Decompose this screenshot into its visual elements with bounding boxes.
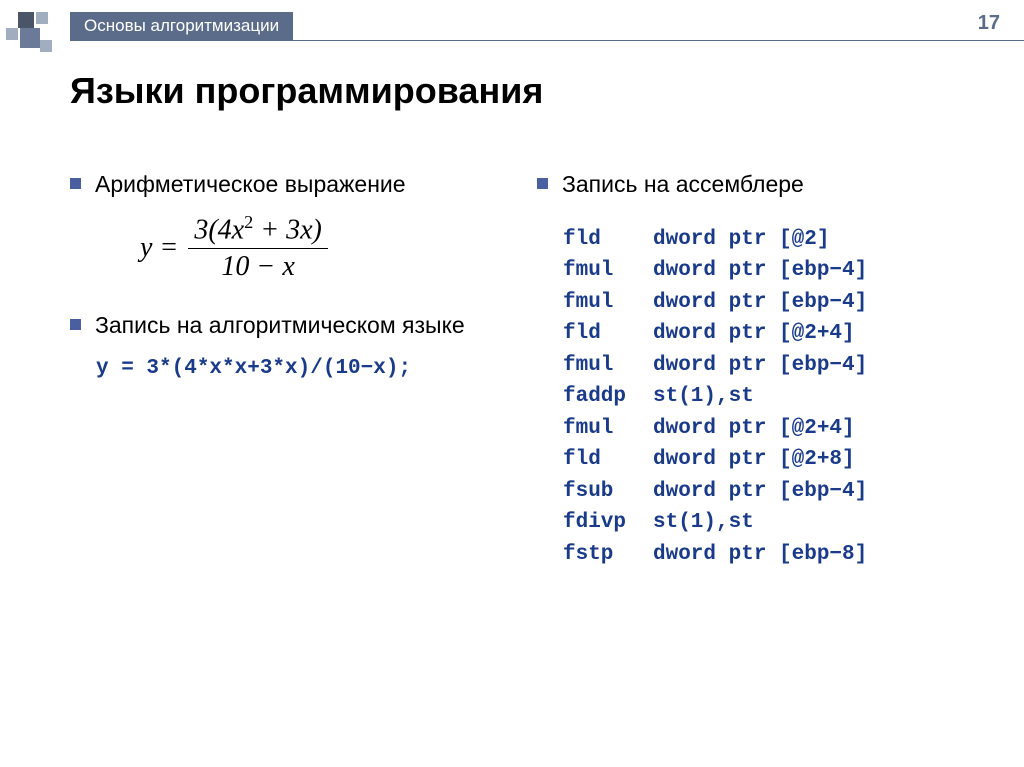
bullet-item: Запись на алгоритмическом языке: [70, 311, 517, 341]
asm-row: flddword ptr [@2+8]: [563, 444, 984, 476]
content-area: Арифметическое выражение y = 3(4x2 + 3x)…: [70, 170, 984, 570]
asm-row: fsubdword ptr [ebp−4]: [563, 476, 984, 508]
fraction-line: [188, 248, 328, 249]
formula-fraction: 3(4x2 + 3x) 10 − x: [188, 212, 328, 283]
bullet-icon: [537, 178, 548, 189]
asm-operand: dword ptr [@2+8]: [653, 444, 855, 476]
assembly-code-block: flddword ptr [@2]fmuldword ptr [ebp−4]fm…: [563, 224, 984, 571]
num-part: + 3: [253, 214, 300, 245]
asm-operand: dword ptr [ebp−4]: [653, 287, 867, 319]
den-part: x: [282, 251, 294, 282]
asm-row: flddword ptr [@2]: [563, 224, 984, 256]
left-column: Арифметическое выражение y = 3(4x2 + 3x)…: [70, 170, 517, 570]
num-part: x: [300, 214, 312, 245]
asm-operand: dword ptr [ebp−8]: [653, 539, 867, 571]
math-formula: y = 3(4x2 + 3x) 10 − x: [140, 212, 517, 283]
asm-opcode: fsub: [563, 476, 653, 508]
asm-opcode: faddp: [563, 381, 653, 413]
num-sup: 2: [244, 212, 253, 232]
den-part: 10 −: [221, 251, 282, 282]
page-number: 17: [978, 12, 1000, 35]
page-title: Языки программирования: [70, 70, 543, 112]
asm-opcode: fmul: [563, 413, 653, 445]
header-rule: [70, 40, 1024, 41]
asm-row: fmuldword ptr [ebp−4]: [563, 255, 984, 287]
asm-opcode: fmul: [563, 350, 653, 382]
algorithmic-code: y = 3*(4*x*x+3*x)/(10−x);: [96, 357, 517, 380]
breadcrumb: Основы алгоритмизации: [70, 12, 293, 40]
asm-opcode: fmul: [563, 255, 653, 287]
asm-operand: dword ptr [@2+4]: [653, 318, 855, 350]
asm-opcode: fld: [563, 224, 653, 256]
asm-row: fstpdword ptr [ebp−8]: [563, 539, 984, 571]
asm-opcode: fmul: [563, 287, 653, 319]
bullet-text: Запись на алгоритмическом языке: [95, 311, 465, 341]
asm-opcode: fld: [563, 444, 653, 476]
asm-row: fmuldword ptr [@2+4]: [563, 413, 984, 445]
deco-square: [40, 40, 52, 52]
asm-row: fmuldword ptr [ebp−4]: [563, 287, 984, 319]
bullet-item: Арифметическое выражение: [70, 170, 517, 200]
bullet-item: Запись на ассемблере: [537, 170, 984, 200]
deco-square: [36, 12, 48, 24]
asm-opcode: fld: [563, 318, 653, 350]
asm-row: fdivpst(1),st: [563, 507, 984, 539]
deco-square: [6, 28, 18, 40]
asm-operand: dword ptr [@2+4]: [653, 413, 855, 445]
asm-row: flddword ptr [@2+4]: [563, 318, 984, 350]
asm-row: fmuldword ptr [ebp−4]: [563, 350, 984, 382]
deco-square: [18, 12, 34, 28]
num-part: x: [232, 214, 244, 245]
formula-numerator: 3(4x2 + 3x): [188, 212, 328, 246]
asm-operand: dword ptr [@2]: [653, 224, 829, 256]
asm-opcode: fstp: [563, 539, 653, 571]
bullet-icon: [70, 178, 81, 189]
asm-operand: dword ptr [ebp−4]: [653, 350, 867, 382]
num-part: ): [313, 214, 322, 245]
asm-opcode: fdivp: [563, 507, 653, 539]
asm-operand: st(1),st: [653, 507, 754, 539]
formula-lhs: y =: [140, 232, 178, 264]
num-part: 3(4: [194, 214, 231, 245]
deco-square: [20, 28, 40, 48]
asm-row: faddpst(1),st: [563, 381, 984, 413]
bullet-text: Арифметическое выражение: [95, 170, 406, 200]
asm-operand: dword ptr [ebp−4]: [653, 255, 867, 287]
asm-operand: st(1),st: [653, 381, 754, 413]
bullet-icon: [70, 319, 81, 330]
asm-operand: dword ptr [ebp−4]: [653, 476, 867, 508]
decorative-corner: [0, 0, 70, 60]
right-column: Запись на ассемблере flddword ptr [@2]fm…: [537, 170, 984, 570]
formula-denominator: 10 − x: [215, 251, 300, 283]
bullet-text: Запись на ассемблере: [562, 170, 804, 200]
